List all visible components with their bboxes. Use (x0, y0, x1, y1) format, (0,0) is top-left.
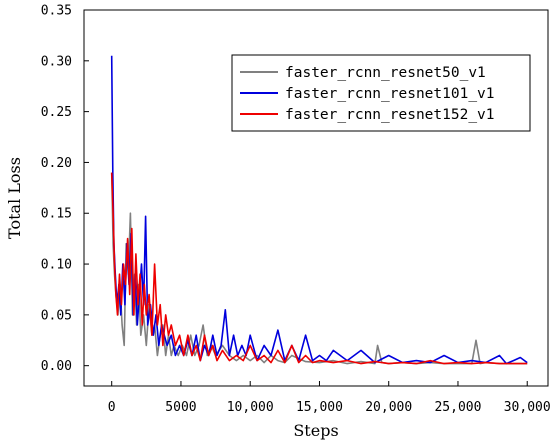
x-tick-label: 30,000 (504, 400, 550, 415)
legend-box (231, 54, 531, 132)
legend-label: faster_rcnn_resnet50_v1 (285, 65, 486, 81)
y-tick-label: 0.25 (41, 105, 72, 120)
x-tick-label: 25,000 (434, 400, 481, 415)
x-tick-label: 15,000 (296, 400, 343, 415)
y-tick-label: 0.00 (41, 359, 72, 374)
x-tick-label: 20,000 (365, 400, 412, 415)
x-tick-label: 0 (108, 400, 116, 415)
series-line-faster-rcnn-resnet152-v1 (110, 172, 528, 365)
ticks-layer: 0 5000 10,000 15,000 20,000 25,000 30,000 0.00 0… (41, 4, 550, 416)
y-tick-label: 0.10 (41, 258, 72, 273)
x-tick-label: 5000 (165, 400, 196, 415)
legend-label: faster_rcnn_resnet101_v1 (285, 86, 495, 102)
y-axis-title: Total Loss (5, 157, 24, 239)
series-layer (110, 55, 528, 365)
legend-label: faster_rcnn_resnet152_v1 (285, 107, 495, 123)
legend: faster_rcnn_resnet50_v1 faster_rcnn_resne… (231, 54, 531, 132)
y-tick-label: 0.30 (41, 54, 72, 69)
y-tick-label: 0.15 (41, 207, 72, 222)
y-tick-label: 0.20 (41, 156, 72, 171)
x-tick-label: 10,000 (227, 400, 274, 415)
x-axis-title: Steps (293, 421, 338, 440)
plot-frame (83, 9, 549, 387)
y-tick-label: 0.05 (41, 308, 72, 323)
y-tick-label: 0.35 (41, 4, 72, 19)
